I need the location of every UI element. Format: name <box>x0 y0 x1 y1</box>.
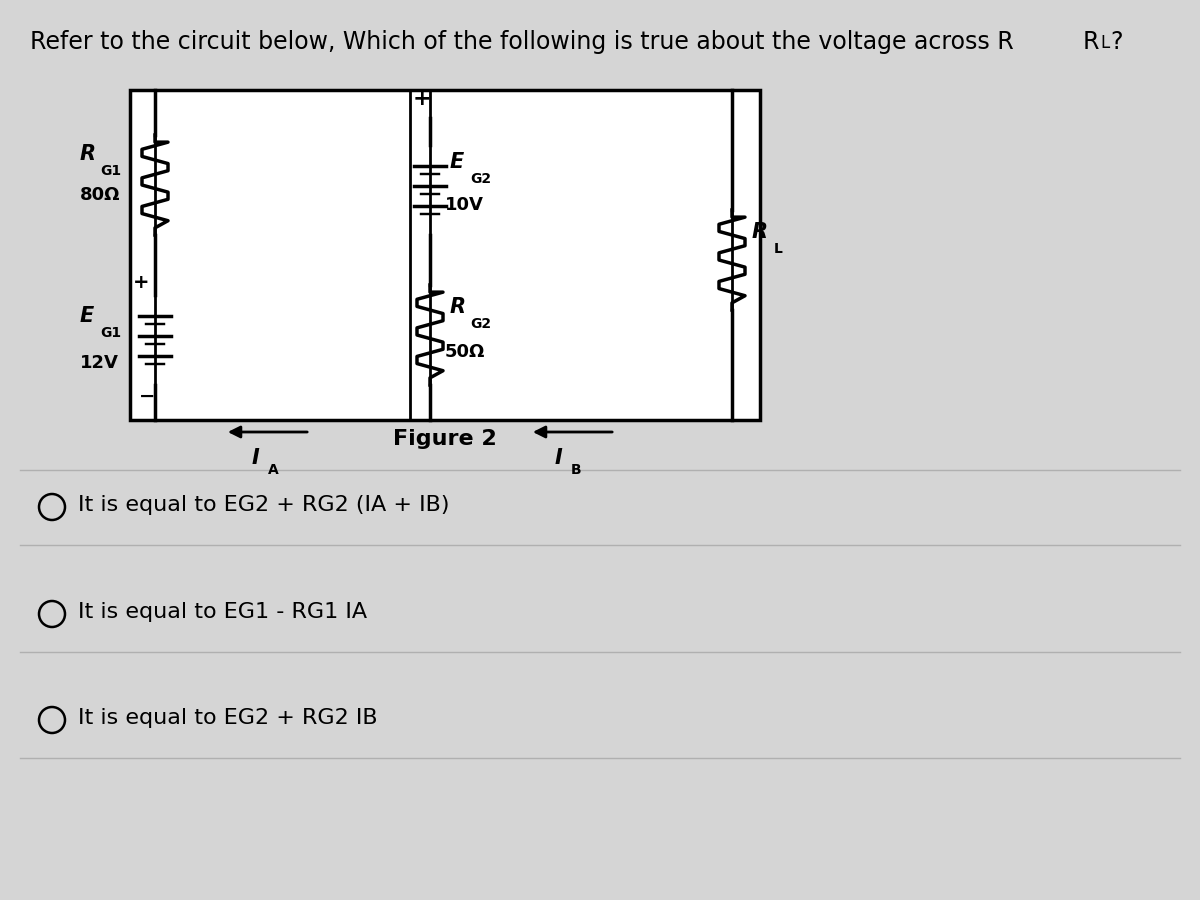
Text: L: L <box>774 242 782 256</box>
Text: R: R <box>752 222 768 242</box>
Text: I: I <box>252 448 259 468</box>
Text: I: I <box>554 448 563 468</box>
Text: L: L <box>1100 34 1109 52</box>
Bar <box>430 90 732 420</box>
Text: −: − <box>139 387 155 406</box>
Text: R: R <box>450 297 466 317</box>
Text: G1: G1 <box>100 326 121 340</box>
Text: 80Ω: 80Ω <box>80 186 120 204</box>
Text: ?: ? <box>1110 30 1122 54</box>
Text: R: R <box>1084 30 1099 54</box>
Text: It is equal to EG2 + RG2 IB: It is equal to EG2 + RG2 IB <box>78 708 378 728</box>
Bar <box>130 90 760 420</box>
Text: +: + <box>413 89 431 109</box>
Text: Figure 2: Figure 2 <box>394 429 497 449</box>
Text: 12V: 12V <box>80 354 119 372</box>
Text: G1: G1 <box>100 164 121 178</box>
Text: It is equal to EG1 - RG1 IA: It is equal to EG1 - RG1 IA <box>78 602 367 622</box>
Text: G2: G2 <box>470 172 491 186</box>
Text: E: E <box>450 152 464 172</box>
Text: R: R <box>80 144 96 164</box>
Text: E: E <box>80 306 95 326</box>
Text: A: A <box>268 463 278 477</box>
Text: 50Ω: 50Ω <box>445 343 485 361</box>
Text: 10V: 10V <box>445 196 484 214</box>
Text: It is equal to EG2 + RG2 (IA + IB): It is equal to EG2 + RG2 (IA + IB) <box>78 495 450 515</box>
Text: B: B <box>571 463 582 477</box>
Text: Refer to the circuit below, Which of the following is true about the voltage acr: Refer to the circuit below, Which of the… <box>30 30 1014 54</box>
Bar <box>155 90 410 420</box>
Text: +: + <box>133 273 150 292</box>
Text: G2: G2 <box>470 317 491 331</box>
